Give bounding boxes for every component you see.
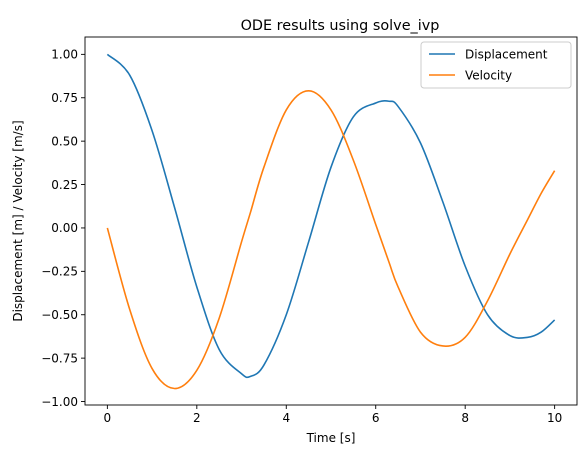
y-tick-label: −0.50 <box>41 308 78 322</box>
y-tick-label: 0.25 <box>51 178 78 192</box>
legend-label: Displacement <box>465 47 548 61</box>
x-axis: 0 2 4 6 8 10 <box>104 405 562 425</box>
legend-box <box>420 41 572 89</box>
y-axis: 1.00 0.75 0.50 0.25 0.00 −0.25 −0.50 −0.75 −1.00 <box>41 48 85 409</box>
x-tick-label: 2 <box>193 411 201 425</box>
y-tick-label: −0.75 <box>41 351 78 365</box>
legend-label: Velocity <box>465 68 512 82</box>
x-tick-label: 4 <box>282 411 290 425</box>
x-tick-label: 10 <box>547 411 562 425</box>
y-tick-label: 0.00 <box>51 221 78 235</box>
y-tick-label: 1.00 <box>51 48 78 62</box>
y-tick-label: −1.00 <box>41 395 78 409</box>
x-tick-label: 6 <box>372 411 380 425</box>
chart-title: ODE results using solve_ivp <box>241 18 440 34</box>
series-layer <box>106 53 556 390</box>
x-tick-label: 0 <box>104 411 112 425</box>
y-tick-label: −0.25 <box>41 265 78 279</box>
series-line-velocity <box>106 90 556 390</box>
x-tick-label: 8 <box>461 411 469 425</box>
y-tick-label: 0.75 <box>51 91 78 105</box>
plot-frame <box>84 36 578 406</box>
y-axis-label: Displacement [m] / Velocity [m/s] <box>11 120 25 321</box>
series-line-displacement <box>106 53 556 379</box>
y-tick-label: 0.50 <box>51 134 78 148</box>
legend: Displacement Velocity <box>420 41 572 89</box>
x-axis-label: Time [s] <box>306 431 356 445</box>
